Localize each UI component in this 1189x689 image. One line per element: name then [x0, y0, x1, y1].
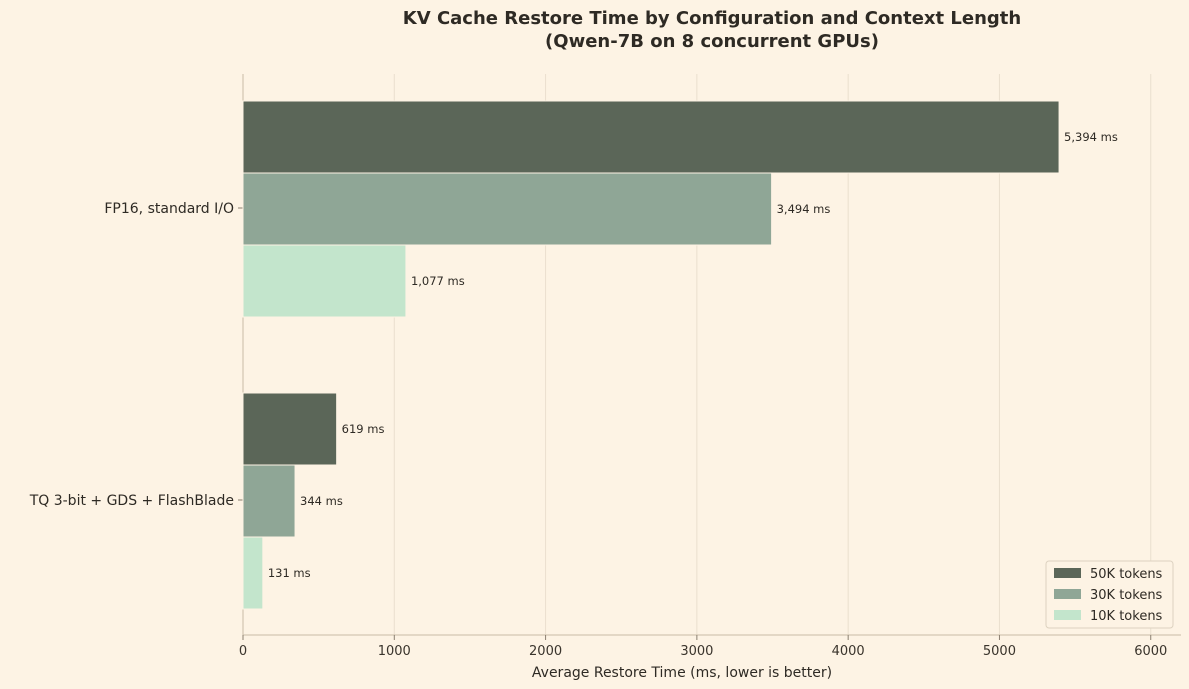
bar-1-1: [242, 464, 296, 538]
x-tick-label-1000: 1000: [378, 644, 411, 659]
legend-label-2: 10K tokens: [1090, 609, 1163, 624]
legend-swatch-0: [1054, 568, 1081, 578]
x-tick-label-3000: 3000: [680, 644, 713, 659]
bar-1-0: [242, 392, 338, 466]
legend-swatch-1: [1054, 589, 1081, 599]
bar-1-2: [242, 536, 264, 610]
x-tick-label-0: 0: [239, 644, 247, 659]
x-tick-label-6000: 6000: [1134, 644, 1167, 659]
chart-title: KV Cache Restore Time by Configuration a…: [402, 8, 1022, 29]
bar-value-label-1-2: 131 ms: [268, 566, 311, 580]
x-tick-label-4000: 4000: [832, 644, 865, 659]
legend-label-0: 50K tokens: [1090, 567, 1163, 582]
chart-subtitle: (Qwen-7B on 8 concurrent GPUs): [545, 31, 879, 52]
bar-value-label-0-2: 1,077 ms: [411, 274, 465, 288]
x-axis-label: Average Restore Time (ms, lower is bette…: [532, 665, 832, 681]
bar-0-0: [242, 100, 1060, 174]
category-label-1: TQ 3-bit + GDS + FlashBlade: [29, 493, 234, 509]
legend-label-1: 30K tokens: [1090, 588, 1163, 603]
x-tick-label-2000: 2000: [529, 644, 562, 659]
category-label-0: FP16, standard I/O: [104, 201, 234, 217]
bar-value-label-1-1: 344 ms: [300, 494, 343, 508]
bar-0-2: [242, 244, 407, 318]
bar-0-1: [242, 172, 773, 246]
bar-value-label-1-0: 619 ms: [342, 422, 385, 436]
legend-swatch-2: [1054, 610, 1081, 620]
bar-value-label-0-1: 3,494 ms: [777, 202, 831, 216]
x-tick-label-5000: 5000: [983, 644, 1016, 659]
bar-value-label-0-0: 5,394 ms: [1064, 130, 1118, 144]
